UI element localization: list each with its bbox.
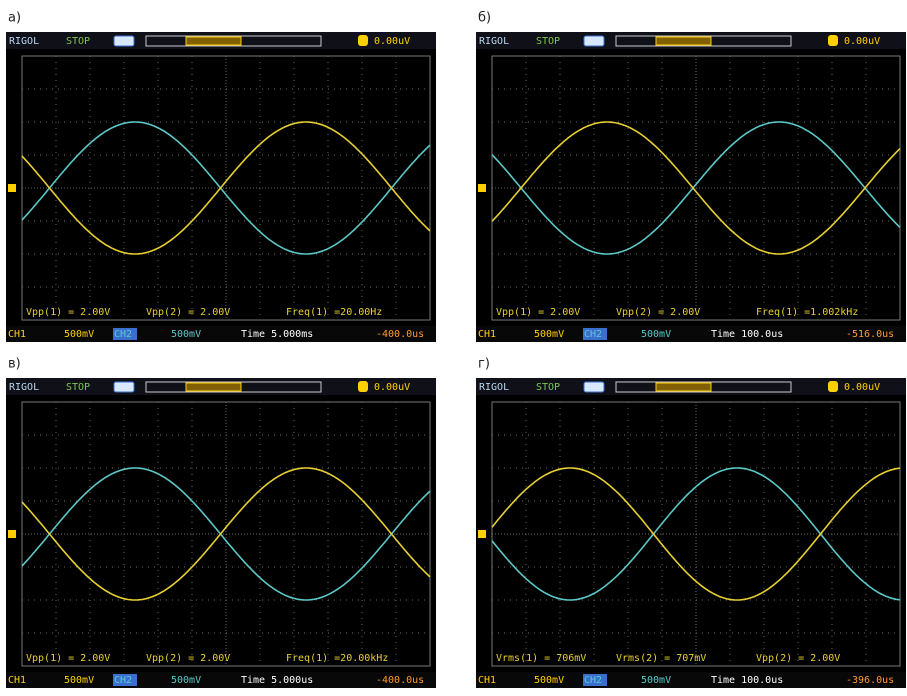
ch2-label: CH2: [114, 675, 132, 686]
measurement: Vpp(2) = 2.00V: [146, 653, 230, 664]
trigger-level: 0.00uV: [844, 36, 880, 47]
ground-marker: [478, 530, 486, 538]
ch2-scale: 500mV: [641, 675, 671, 686]
ground-marker: [478, 184, 486, 192]
timebase: Time 100.0us: [711, 329, 783, 340]
trigger-icon: [828, 35, 838, 46]
trigger-icon: [358, 35, 368, 46]
memory-window: [656, 383, 711, 391]
ch2-label: CH2: [584, 675, 602, 686]
measurement: Vpp(2) = 2.00V: [616, 307, 700, 318]
memory-window: [656, 37, 711, 45]
battery-icon: [584, 36, 604, 46]
panel-label: б): [478, 11, 491, 26]
panel-label: г): [478, 357, 490, 372]
scope-panel: в) RIGOL STOP 0.00uV Vpp(1) = 2.00V Vpp(2) = …: [6, 357, 436, 689]
ch1-label: CH1: [8, 329, 26, 340]
ch2-scale: 500mV: [171, 675, 201, 686]
measurement: Vpp(1) = 2.00V: [26, 307, 110, 318]
ch1-label: CH1: [478, 329, 496, 340]
ch2-label: CH2: [584, 329, 602, 340]
timebase: Time 5.000us: [241, 675, 313, 686]
ch1-scale: 500mV: [64, 675, 94, 686]
ch1-scale: 500mV: [534, 675, 564, 686]
trigger-offset: -400.0us: [376, 329, 424, 340]
ground-marker: [8, 530, 16, 538]
measurement: Freq(1) =1.002kHz: [756, 307, 858, 318]
trigger-level: 0.00uV: [844, 382, 880, 393]
status: STOP: [66, 36, 90, 47]
measurement: Vpp(1) = 2.00V: [26, 653, 110, 664]
battery-icon: [114, 382, 134, 392]
scope-frame: [476, 32, 906, 342]
brand: RIGOL: [479, 36, 509, 47]
ch2-label: CH2: [114, 329, 132, 340]
brand: RIGOL: [9, 382, 39, 393]
figure: а) RIGOL STOP 0.00uV Vpp(1) = 2.00V Vpp(2) = …: [0, 0, 907, 696]
scope-panel: а) RIGOL STOP 0.00uV Vpp(1) = 2.00V Vpp(2) = …: [6, 11, 436, 343]
status: STOP: [536, 36, 560, 47]
panel-label: в): [8, 357, 21, 372]
measurement: Freq(1) =20.00Hz: [286, 307, 382, 318]
page: {"panels": [ {"label": "а)", "header": {…: [0, 0, 907, 696]
battery-icon: [114, 36, 134, 46]
status: STOP: [536, 382, 560, 393]
measurement: Vpp(2) = 2.00V: [756, 653, 840, 664]
measurement: Vpp(1) = 2.00V: [496, 307, 580, 318]
trigger-offset: -516.0us: [846, 329, 894, 340]
trigger-icon: [828, 381, 838, 392]
timebase: Time 100.0us: [711, 675, 783, 686]
trigger-icon: [358, 381, 368, 392]
trigger-offset: -396.0us: [846, 675, 894, 686]
trigger-offset: -400.0us: [376, 675, 424, 686]
measurement: Freq(1) =20.00kHz: [286, 653, 388, 664]
scope-panel: г) RIGOL STOP 0.00uV Vrms(1) = 706mV Vrms(2) …: [476, 357, 906, 689]
ground-marker: [8, 184, 16, 192]
scope-frame: [476, 378, 906, 688]
ch1-scale: 500mV: [534, 329, 564, 340]
ch2-scale: 500mV: [641, 329, 671, 340]
brand: RIGOL: [479, 382, 509, 393]
memory-window: [186, 37, 241, 45]
status: STOP: [66, 382, 90, 393]
brand: RIGOL: [9, 36, 39, 47]
ch2-scale: 500mV: [171, 329, 201, 340]
panel-label: а): [8, 11, 21, 26]
measurement: Vrms(1) = 706mV: [496, 653, 586, 664]
memory-window: [186, 383, 241, 391]
ch1-scale: 500mV: [64, 329, 94, 340]
measurement: Vpp(2) = 2.00V: [146, 307, 230, 318]
trigger-level: 0.00uV: [374, 36, 410, 47]
measurement: Vrms(2) = 707mV: [616, 653, 706, 664]
trigger-level: 0.00uV: [374, 382, 410, 393]
battery-icon: [584, 382, 604, 392]
scope-panel: б) RIGOL STOP 0.00uV Vpp(1) = 2.00V Vpp(2) = …: [476, 11, 906, 343]
timebase: Time 5.000ms: [241, 329, 313, 340]
ch1-label: CH1: [478, 675, 496, 686]
ch1-label: CH1: [8, 675, 26, 686]
